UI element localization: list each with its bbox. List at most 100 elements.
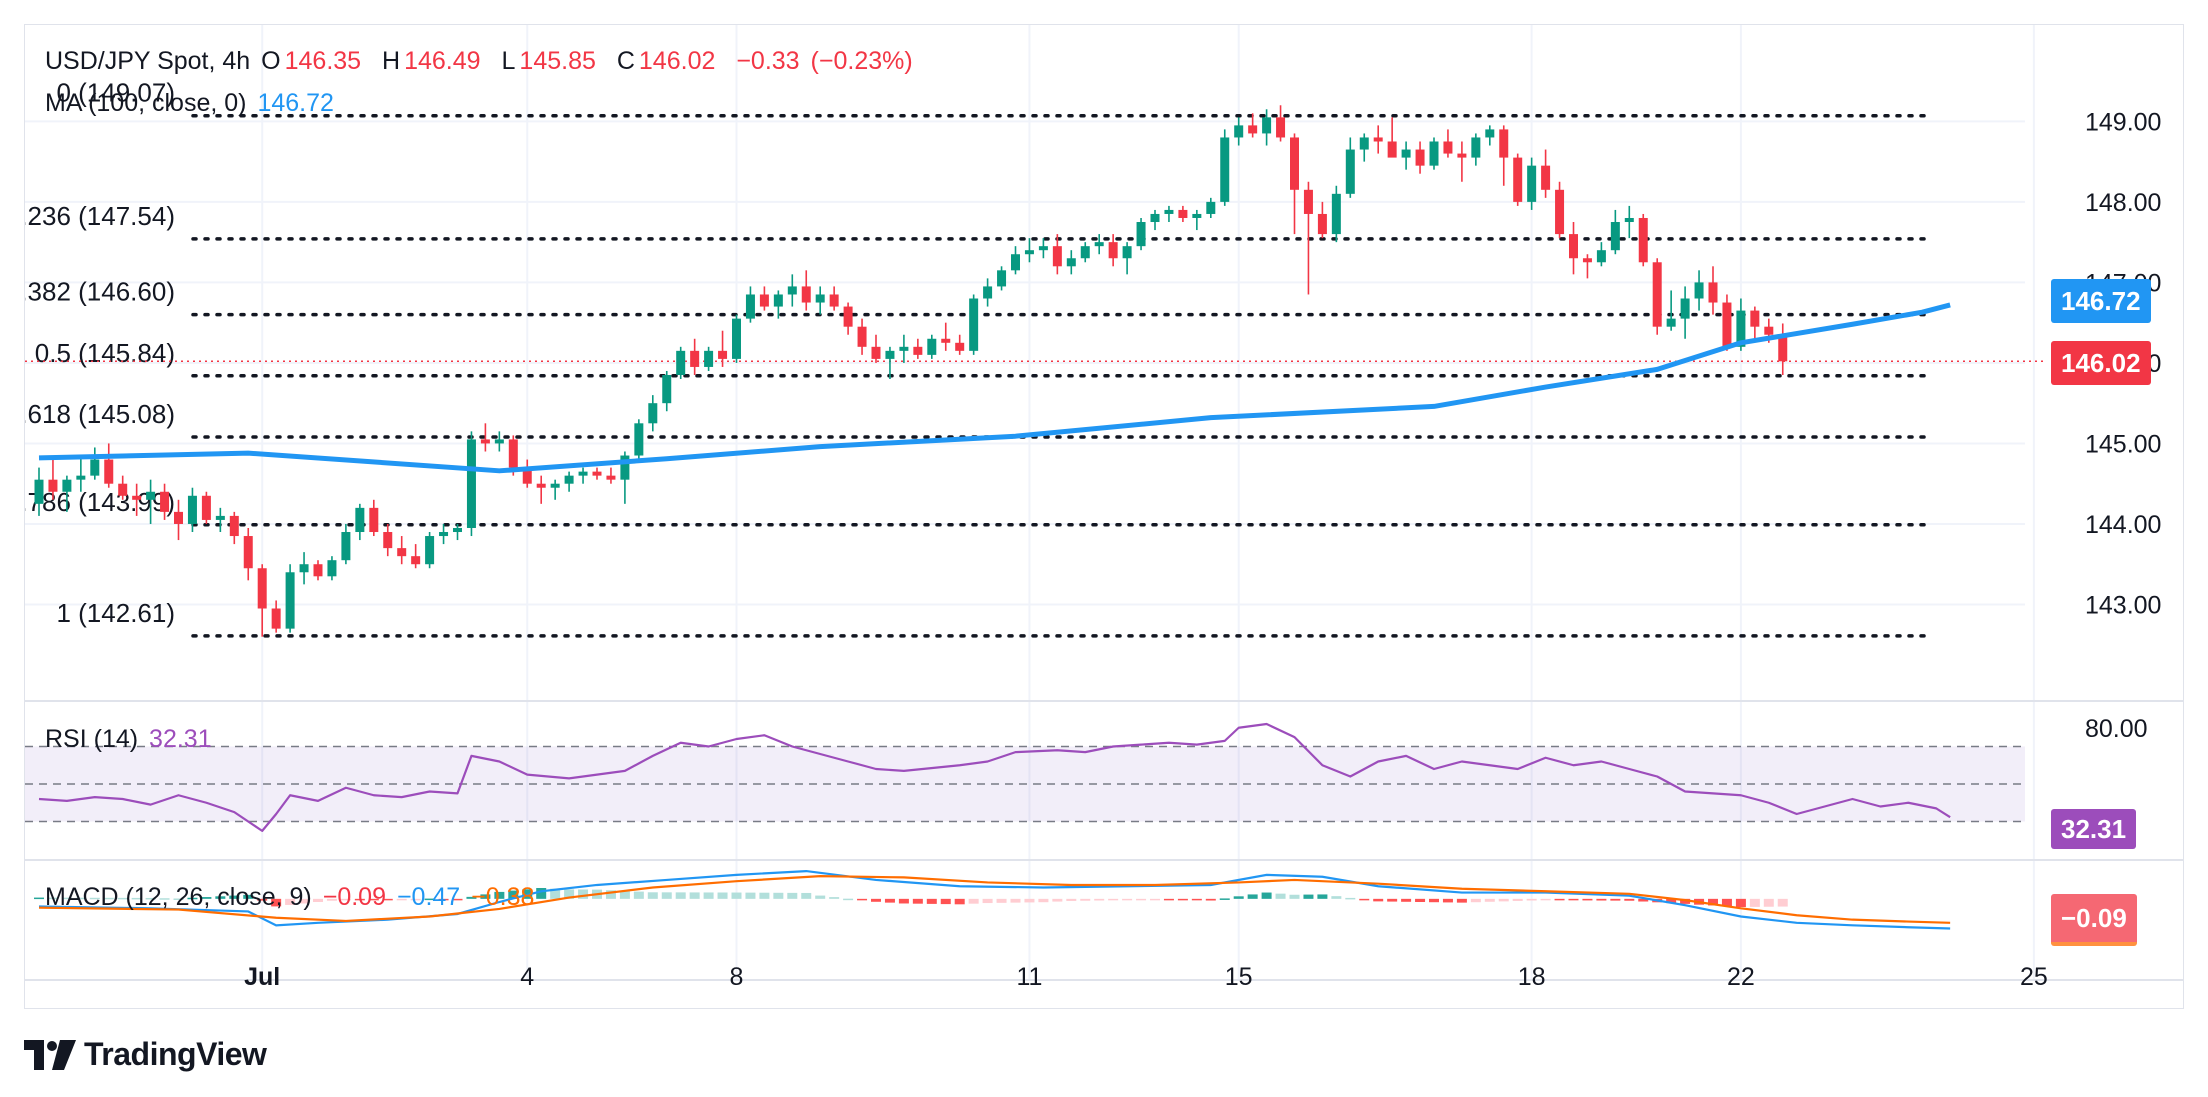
macd-histogram-bar [187,897,198,900]
x-axis-label: 18 [1518,963,1546,991]
macd-histogram-bar [1331,896,1342,899]
macd-histogram-bar [1470,898,1481,903]
macd-histogram-bar [215,896,226,899]
macd-histogram-bar [605,890,616,899]
macd-histogram-bar [1484,898,1495,902]
candle-down [508,439,518,468]
x-axis-label: 15 [1225,963,1253,991]
fib-level-label: 0 (149.07) [56,78,175,108]
rsi-label: RSI (14) [45,725,139,753]
macd-histogram-bar [1317,894,1328,899]
candle-down [1638,217,1648,263]
candle-down [955,342,965,351]
macd-hist-value: −0.09 [322,883,386,911]
macd-histogram-bar [410,898,421,901]
macd-histogram-bar [299,898,310,904]
macd-histogram-bar [689,892,700,899]
candle-down [1722,302,1732,347]
macd-histogram-bar [1345,897,1356,900]
candle-up [90,459,100,476]
macd-line-value: −0.47 [396,883,461,911]
candle-down [941,338,951,343]
ma-label: MA (100, close, 0) [45,89,247,117]
rsi-tick-label: 80.00 [2085,715,2148,743]
candle-down [913,346,923,355]
candle-up [578,471,588,476]
rsi-value: 32.31 [149,725,212,753]
macd-histogram-bar [1498,898,1509,902]
candle-down [1778,334,1788,362]
macd-histogram-bar [857,898,868,901]
candle-up [1429,141,1439,166]
macd-value-tag: −0.09 [2051,894,2137,946]
fib-level-label: 1 (142.61) [56,598,175,628]
candle-down [411,556,421,565]
candle-up [146,491,156,500]
macd-histogram-bar [1080,898,1091,901]
macd-histogram-bar [1359,898,1370,901]
candle-down [843,306,853,327]
candle-up [1471,137,1481,158]
candle-down [1764,326,1774,335]
candle-up [1011,254,1020,271]
macd-histogram-bar [480,894,491,899]
candle-up [899,346,909,351]
candle-up [215,515,225,520]
candle-up [927,338,937,355]
macd-histogram-bar [1540,898,1551,901]
open-value: 146.35 [284,47,362,75]
macd-histogram-bar [466,896,477,899]
macd-histogram-bar [494,891,505,899]
open-label: O [261,47,281,75]
macd-histogram-bar [1512,898,1523,901]
macd-histogram-bar [75,897,86,900]
candle-up [1094,242,1104,247]
macd-histogram-bar [703,892,714,899]
candle-down [48,479,58,492]
candle-down [369,507,379,533]
macd-histogram-bar [326,898,337,901]
candle-up [983,286,993,299]
macd-histogram-bar [550,888,561,899]
candle-down [271,608,281,629]
candle-up [1080,246,1090,259]
low-label: L [501,47,516,75]
macd-histogram-bar [968,898,979,904]
candle-up [1164,209,1174,214]
candle-up [1038,246,1048,251]
candle-down [480,439,490,444]
macd-histogram-bar [89,897,100,900]
macd-legend: MACD (12, 26, close, 9) −0.09 −0.47 −0.3… [45,883,538,912]
macd-histogram-bar [1038,898,1049,903]
macd-histogram-bar [382,898,393,901]
candle-down [1652,262,1662,327]
candle-down [1108,242,1118,259]
candle-down [1415,149,1425,166]
macd-histogram-bar [257,898,268,901]
macd-histogram-bar [871,898,881,902]
rsi-value-tag: 32.31 [2051,809,2137,849]
candle-down [1499,129,1509,158]
chart-canvas[interactable]: 149.00148.00147.00146.00145.00144.00143.… [25,25,2184,1009]
candle-up [885,350,895,359]
macd-histogram-bar [1275,893,1286,899]
chart-frame[interactable]: 149.00148.00147.00146.00145.00144.00143.… [24,24,2184,1009]
macd-histogram-bar [787,892,798,899]
macd-histogram-bar [1122,898,1133,901]
macd-histogram-bar [103,897,114,900]
macd-histogram-bar [1442,898,1453,903]
macd-histogram-bar [745,892,756,899]
candle-down [606,475,616,480]
candle-down [243,536,253,569]
candle-up [1150,213,1160,223]
candle-up [676,350,686,375]
macd-histogram-bar [424,898,435,901]
candle-down [160,491,170,512]
ma100-line [38,302,1951,474]
candle-up [704,350,714,367]
macd-histogram-bar [508,890,519,899]
macd-histogram-bar [801,892,812,899]
candle-down [857,326,867,347]
x-axis-label: 22 [1727,963,1755,991]
fib-level-label: 0.786 (143.99) [25,487,175,517]
